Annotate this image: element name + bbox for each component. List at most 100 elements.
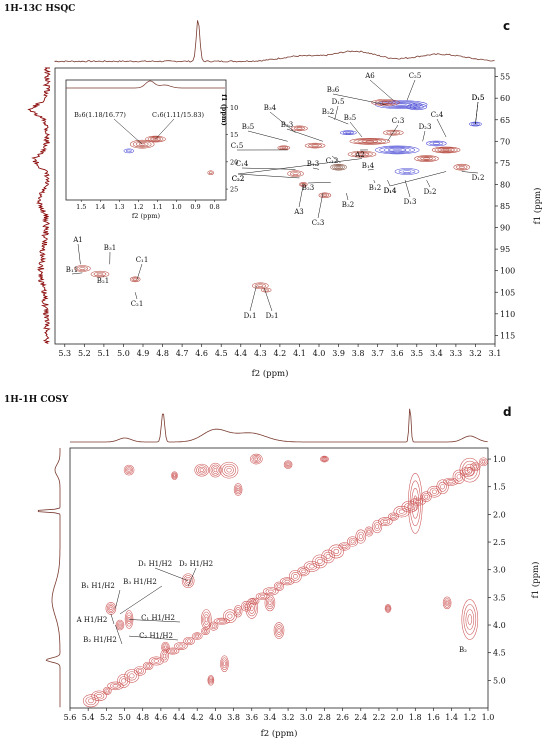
cosy-diagonal-peak	[129, 673, 135, 679]
cosy-diagonal-peak	[355, 529, 367, 544]
inset-annotation-arrow	[155, 118, 175, 140]
hsqc-annotation-arrow	[286, 128, 323, 142]
hsqc-f2-trace	[54, 20, 495, 63]
hsqc-x-tick-label: 4.8	[156, 349, 169, 358]
inset-annotation-label: C₁6(1.11/15.83)	[152, 111, 205, 119]
cosy-cross-peak	[274, 624, 284, 637]
hsqc-y-tick-label: 80	[500, 180, 510, 189]
cosy-y-tick-label: 4.5	[493, 649, 506, 658]
hsqc-peak	[358, 153, 366, 156]
cosy-x-tick-label: 5.2	[100, 713, 113, 722]
hsqc-peak	[93, 271, 107, 277]
cosy-annotation-label: A H1/H2	[76, 616, 108, 624]
cosy-cross-peak	[459, 457, 481, 483]
cosy-diagonal-peak	[364, 526, 374, 537]
cosy-f1-projection	[37, 448, 61, 708]
inset-x-tick-label: 1.2	[133, 203, 143, 211]
cosy-diagonal-peak	[82, 694, 99, 708]
inset-x-label: f2 (ppm)	[132, 212, 161, 220]
hsqc-annotation-arrow	[327, 115, 349, 125]
cosy-x-axis: 5.6 5.4 5.2 5.0 4.8 4.6 4.4 4.2 4.0 3.8 3.6 3.4 3.2 3…	[64, 708, 495, 722]
hsqc-annotation-arrow	[346, 193, 349, 201]
cosy-cross-peak	[224, 465, 234, 475]
hsqc-peak	[311, 144, 319, 147]
hsqc-annotation-label: D₁1	[244, 312, 257, 320]
cosy-cross-peak	[115, 619, 125, 631]
inset-x-tick-label: 1.0	[171, 203, 181, 211]
hsqc-annotation-arrow	[307, 182, 331, 184]
hsqc-annotation-label: B₁3	[307, 160, 319, 168]
cosy-x-tick-label: 3.8	[227, 713, 240, 722]
hsqc-peak	[437, 147, 455, 153]
cosy-cross-peak	[277, 628, 281, 633]
cosy-diagonal-peak	[191, 632, 203, 640]
hsqc-annotation-arrow	[134, 292, 138, 300]
cosy-diagonal-peak	[291, 572, 300, 581]
inset-x-tick-label: 1.5	[76, 203, 86, 211]
hsqc-annotation-arrow	[387, 180, 391, 187]
cosy-annotation-arrow	[154, 567, 189, 581]
cosy-annotation-label: B₂	[459, 646, 467, 654]
cosy-diagonal-peak	[301, 569, 306, 574]
hsqc-peak	[133, 278, 138, 281]
hsqc-contours	[74, 99, 482, 293]
hsqc-y-tick-label: 110	[500, 310, 515, 319]
cosy-diagonal-peak	[142, 661, 154, 671]
cosy-diagonal-peak	[284, 579, 290, 583]
hsqc-annotation-arrow	[264, 287, 273, 312]
cosy-diagonal-peak	[289, 569, 302, 583]
hsqc-peak	[300, 182, 307, 187]
cosy-y-tick-label: 2.0	[493, 510, 506, 519]
hsqc-f2-projection	[54, 20, 495, 63]
hsqc-peak	[440, 148, 452, 152]
hsqc-annotation-arrow	[475, 101, 479, 125]
hsqc-x-tick-label: 3.4	[430, 349, 443, 358]
hsqc-annotation-arrow	[71, 272, 83, 275]
cosy-plot-frame	[69, 447, 489, 709]
hsqc-y-tick-label: 75	[500, 159, 510, 168]
cosy-cross-peak	[444, 599, 450, 607]
hsqc-x-tick-label: 5.2	[78, 349, 91, 358]
hsqc-peak	[383, 147, 411, 153]
cosy-diagonal-peak	[273, 581, 285, 591]
cosy-annotation-label: C₂ H1/H2	[139, 632, 173, 640]
cosy-x-label: f2 (ppm)	[261, 728, 298, 739]
cosy-x-tick-label: 3.4	[264, 713, 277, 722]
hsqc-peak	[74, 265, 91, 272]
cosy-diagonal-peak	[429, 487, 440, 496]
cosy-cross-peak	[172, 473, 177, 478]
hsqc-annotation-arrow	[102, 275, 105, 278]
cosy-y-tick-label: 5.0	[493, 676, 506, 685]
cosy-diagonal-peak	[104, 688, 111, 694]
hsqc-peak	[354, 152, 370, 157]
cosy-cross-peak	[254, 457, 259, 461]
cosy-annotations: D₁ H1/H2 D₂ H1/H2 B₁ H1/H2 B₃ H1/H2 A H1/H2 C…	[76, 560, 468, 654]
cosy-diagonal-peak	[299, 568, 308, 575]
cosy-x-tick-label: 4.2	[191, 713, 204, 722]
inset-peak	[150, 137, 161, 141]
cosy-cross-peak	[209, 462, 222, 478]
cosy-cross-peak	[226, 467, 232, 473]
cosy-cross-peak	[445, 601, 449, 605]
hsqc-x-tick-label: 4.7	[176, 349, 189, 358]
hsqc-annotation-label: D₁5	[472, 94, 485, 102]
cosy-diagonal-peak	[107, 681, 124, 691]
cosy-diagonal-peak	[185, 638, 193, 644]
cosy-cross-peak	[323, 458, 326, 461]
hsqc-peak	[289, 171, 302, 176]
cosy-cross-peak	[461, 599, 479, 640]
hsqc-annotation-arrow	[317, 193, 324, 219]
hsqc-annotation-arrow	[247, 130, 288, 142]
cosy-cross-peak	[222, 659, 227, 669]
cosy-diagonal-peak	[469, 462, 481, 472]
hsqc-peak	[349, 138, 391, 145]
inset-y-label: f1 (ppm)	[220, 94, 228, 126]
cosy-cross-peak	[265, 596, 274, 610]
cosy-cross-peak	[117, 622, 123, 628]
cosy-diagonal-peak	[162, 653, 167, 659]
hsqc-x-tick-label: 3.3	[450, 349, 463, 358]
hsqc-annotation-arrow	[331, 155, 341, 164]
cosy-x-tick-label: 1.0	[482, 713, 495, 722]
cosy-annotation-arrow	[119, 585, 163, 615]
cosy-diagonal-peak	[420, 491, 432, 502]
